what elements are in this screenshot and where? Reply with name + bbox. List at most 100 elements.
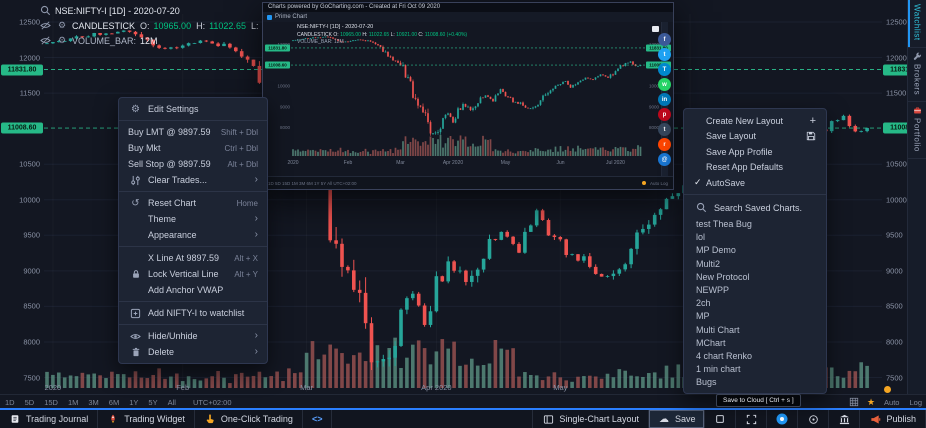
menu-item-add-nifty-i-to-watchlist[interactable]: Add NIFTY-I to watchlist xyxy=(119,305,267,321)
range-button-1m[interactable]: 1M xyxy=(67,397,79,407)
menu-item-delete[interactable]: Delete › xyxy=(119,344,267,360)
toolbar-button-save[interactable]: ☁ Save xyxy=(648,410,706,428)
saved-chart-4-chart-renko[interactable]: 4 chart Renko xyxy=(696,350,753,361)
saved-chart-new-protocol[interactable]: New Protocol xyxy=(696,271,750,282)
toolbar-button-squareo[interactable] xyxy=(705,410,737,428)
menu-item-lock-vertical-line[interactable]: Lock Vertical Line Alt + Y xyxy=(119,266,267,282)
menu-item-appearance[interactable]: Appearance › xyxy=(119,227,267,243)
time-tick: Feb xyxy=(176,383,190,392)
toolbar-button-[interactable]: <> xyxy=(303,410,333,428)
indicator-label: CANDLESTICK xyxy=(72,20,136,31)
bluecam-icon xyxy=(776,413,788,425)
range-button-1y[interactable]: 1Y xyxy=(129,397,139,407)
saved-chart-test-thea-bug[interactable]: test Thea Bug xyxy=(696,219,752,230)
range-button-1d[interactable]: 1D xyxy=(5,397,15,407)
facebook-share-icon[interactable]: f xyxy=(658,33,671,46)
gear-icon[interactable]: ⚙ xyxy=(57,20,67,30)
auto-scale-toggle[interactable]: Auto xyxy=(884,397,900,407)
toolbar-button-expand[interactable] xyxy=(736,410,768,428)
timezone-label[interactable]: UTC+02:00 xyxy=(192,397,232,407)
saved-charts-search[interactable]: Search Saved Charts. xyxy=(684,198,826,218)
layout-menu-item-save-layout[interactable]: Save Layout xyxy=(684,129,826,145)
telegram-share-icon[interactable]: T xyxy=(658,63,671,76)
layout-menu-item-create-new-layout[interactable]: Create New Layout + xyxy=(684,113,826,129)
sidebar-tab-portfolio[interactable]: Portfolio xyxy=(908,102,926,159)
zoom-symbol-icon xyxy=(38,5,52,17)
toolbar-button-publish[interactable]: Publish xyxy=(860,410,926,428)
menu-divider xyxy=(119,120,267,121)
layout-menu-item-save-app-profile[interactable]: Save App Profile xyxy=(684,144,826,160)
star-icon[interactable]: ★ xyxy=(866,396,876,407)
eye-off-icon[interactable] xyxy=(38,35,52,47)
reddit-share-icon[interactable]: r xyxy=(658,138,671,151)
saved-chart-mp-demo[interactable]: MP Demo xyxy=(696,245,736,256)
toolbar-button-bank[interactable] xyxy=(829,410,861,428)
popup-camera-icon[interactable] xyxy=(652,26,659,32)
grid-icon[interactable] xyxy=(849,397,859,407)
saved-chart-multi-chart[interactable]: Multi Chart xyxy=(696,324,740,335)
pinterest-share-icon[interactable]: p xyxy=(658,108,671,121)
menu-item-reset-chart[interactable]: ↺ Reset Chart Home xyxy=(119,195,267,211)
toolbar-button-target[interactable] xyxy=(798,410,830,428)
price-tick: 12000 xyxy=(19,53,40,63)
menu-item-buy-mkt[interactable]: Buy Mkt Ctrl + Dbl xyxy=(119,140,267,156)
saved-chart-mp[interactable]: MP xyxy=(696,311,710,322)
range-button-6m[interactable]: 6M xyxy=(108,397,120,407)
menu-item-sell-stop-9897-59[interactable]: Sell Stop @ 9897.59 Alt + Dbl xyxy=(119,156,267,172)
layout-menu-item-reset-app-defaults[interactable]: Reset App Defaults xyxy=(684,160,826,176)
whatsapp-share-icon[interactable]: w xyxy=(658,78,671,91)
toolbar-button-one-click-trading[interactable]: One-Click Trading xyxy=(195,410,303,428)
menu-item-add-anchor-vwap[interactable]: Add Anchor VWAP xyxy=(119,282,267,298)
layout-menu-item-autosave[interactable]: ✓ AutoSave xyxy=(684,175,826,191)
range-button-all[interactable]: All xyxy=(167,397,176,407)
email-share-icon[interactable]: @ xyxy=(658,153,671,166)
menu-divider xyxy=(119,246,267,247)
saved-chart-multi2[interactable]: Multi2 xyxy=(696,258,721,269)
saved-chart-newpp[interactable]: NEWPP xyxy=(696,285,730,296)
toolbar-button-bluecam[interactable] xyxy=(767,410,799,428)
range-button-3m[interactable]: 3M xyxy=(88,397,99,407)
bank-icon xyxy=(838,414,850,425)
cloud-icon: ☁ xyxy=(658,413,669,425)
menu-divider xyxy=(684,193,826,195)
saved-chart-mchart[interactable]: MChart xyxy=(696,337,726,348)
log-scale-toggle[interactable]: Log xyxy=(909,397,922,407)
price-badge-upper-right: 11831.80 xyxy=(883,64,926,75)
gear-icon[interactable]: ⚙ xyxy=(57,35,67,45)
twitter-share-icon[interactable]: t xyxy=(658,48,671,61)
tumblr-share-icon[interactable]: t xyxy=(658,123,671,136)
saved-chart-1-min-chart[interactable]: 1 min chart xyxy=(696,364,741,375)
layout-item-label: Save Layout xyxy=(706,131,757,142)
check-icon: ✓ xyxy=(694,177,702,188)
volume-indicator-row[interactable]: ⚙ VOLUME_BAR: 12M xyxy=(38,33,355,48)
saved-charts-list: test Thea Bug lol MP Demo Multi2 New Protoco… xyxy=(684,218,826,389)
price-tick: 9000 xyxy=(886,266,903,276)
menu-item-x-line-at-9897-59[interactable]: X Line At 9897.59 Alt + X xyxy=(119,250,267,266)
saved-chart-lol[interactable]: lol xyxy=(696,232,706,243)
menu-item-clear-trades[interactable]: Clear Trades... › xyxy=(119,172,267,188)
linkedin-share-icon[interactable]: in xyxy=(658,93,671,106)
toolbar-button-trading-journal[interactable]: Trading Journal xyxy=(0,410,99,428)
hand-icon xyxy=(204,414,216,424)
sidebar-tab-watchlist[interactable]: Watchlist xyxy=(908,0,926,48)
menu-item-edit-settings[interactable]: ⚙ Edit Settings xyxy=(119,101,267,117)
toolbar-button-trading-widget[interactable]: Trading Widget xyxy=(98,410,195,428)
menu-item-buy-lmt-9897-59[interactable]: Buy LMT @ 9897.59 Shift + Dbl xyxy=(119,124,267,140)
toolbar-button-single-chart-layout[interactable]: Single-Chart Layout xyxy=(532,410,649,428)
popup-tab-label[interactable]: Prime Chart xyxy=(275,14,308,20)
chart-snapshot-popup[interactable]: Charts powered by GoCharting.com - Creat… xyxy=(262,2,674,190)
range-button-5d[interactable]: 5D xyxy=(24,397,35,407)
svg-text:9000: 9000 xyxy=(280,104,291,109)
symbol-row[interactable]: NSE:NIFTY-I [1D] - 2020-07-20 xyxy=(38,3,355,18)
sidebar-tab-brokers[interactable]: Brokers xyxy=(908,48,926,102)
range-button-15d[interactable]: 15D xyxy=(44,397,58,407)
range-button-5y[interactable]: 5Y xyxy=(148,397,158,407)
saved-chart-2ch[interactable]: 2ch xyxy=(696,298,711,309)
menu-item-theme[interactable]: Theme › xyxy=(119,211,267,227)
price-tick: 7500 xyxy=(886,373,903,382)
saved-chart-bugs[interactable]: Bugs xyxy=(696,377,717,388)
eye-off-icon[interactable] xyxy=(38,20,52,32)
menu-item-hide-unhide[interactable]: Hide/Unhide › xyxy=(119,328,267,344)
volume-label: VOLUME_BAR: xyxy=(72,35,137,46)
popup-time-tick: Apr 2020 xyxy=(442,160,464,166)
